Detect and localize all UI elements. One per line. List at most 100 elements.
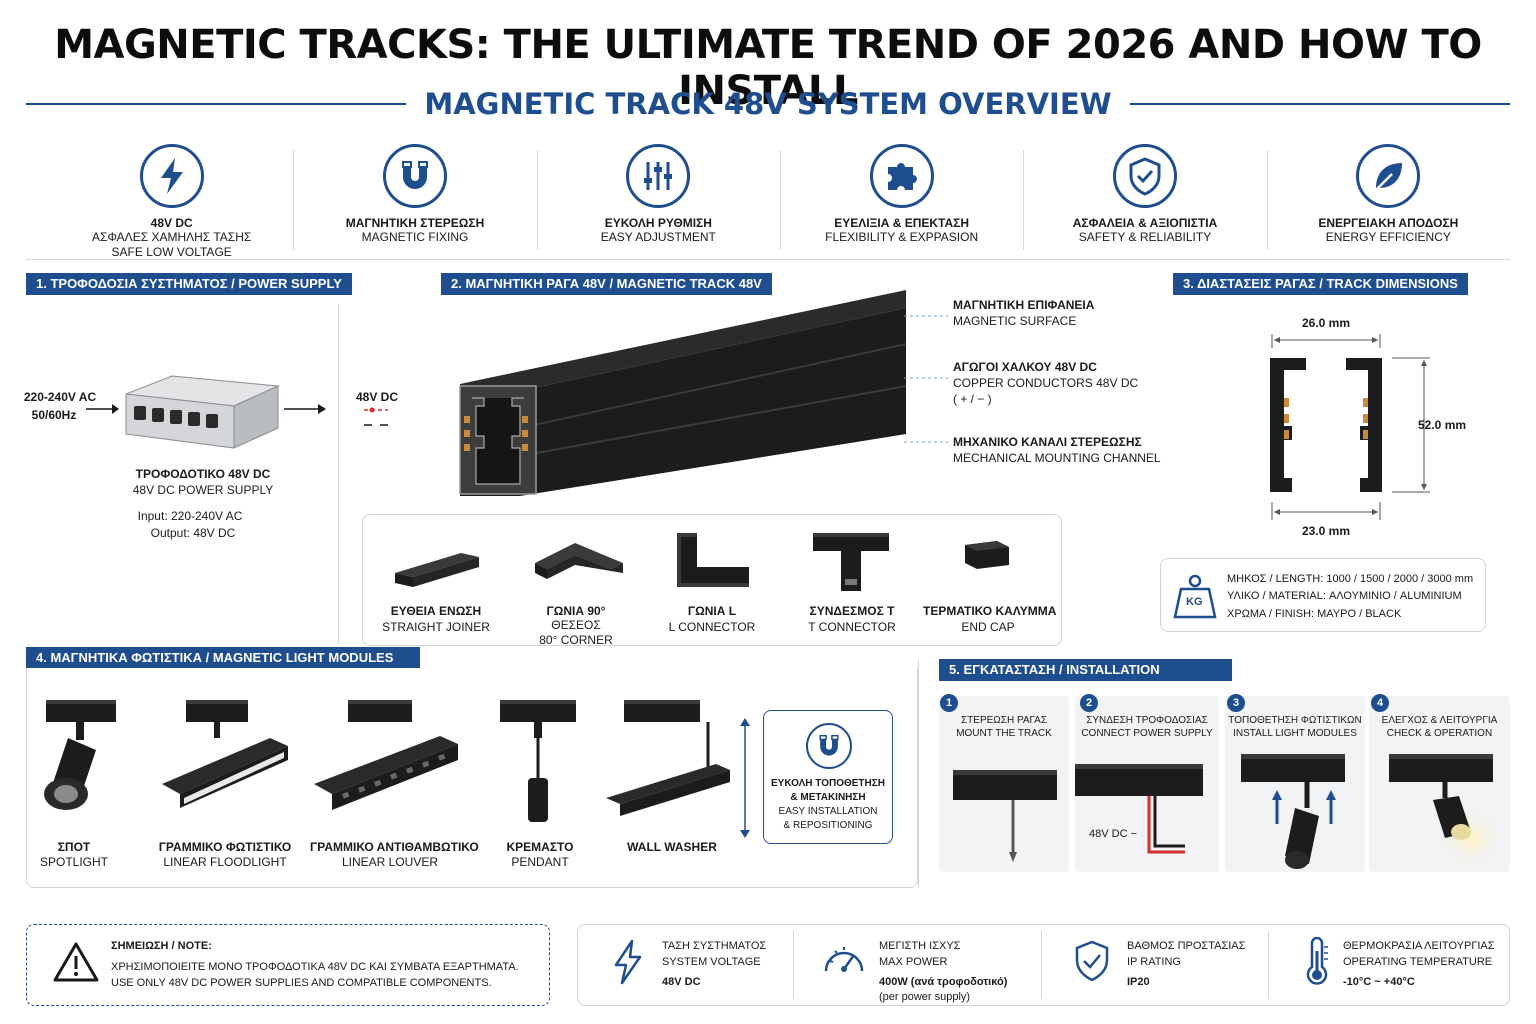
callout-magnetic-surface-en: MAGNETIC SURFACE bbox=[953, 314, 1077, 328]
callout-mounting-channel-en: MECHANICAL MOUNTING CHANNEL bbox=[953, 451, 1161, 465]
spec-label: ΒΑΘΜΟΣ ΠΡΟΣΤΑΣΙΑΣ bbox=[1127, 940, 1246, 952]
module-label-en: LINEAR FLOODLIGHT bbox=[163, 855, 287, 869]
track-profile-drawing bbox=[1270, 334, 1430, 520]
feature-subtitle: MAGNETIC FIXING bbox=[361, 230, 469, 244]
callout-polarity: ( + / − ) bbox=[953, 392, 992, 406]
section-label-light-modules: 4. ΜΑΓΝΗΤΙΚΑ ΦΩΤΙΣΤΙΚΑ / MAGNETIC LIGHT … bbox=[26, 647, 420, 669]
feature-magnetic-fixing: ΜΑΓΝΗΤΙΚΗ ΣΤΕΡΕΩΣΗ MAGNETIC FIXING bbox=[293, 140, 536, 258]
power-supply-output: Output: 48V DC bbox=[150, 526, 236, 540]
module-label-en: LINEAR LOUVER bbox=[341, 855, 439, 869]
note-text-en: USE ONLY 48V DC POWER SUPPLIES AND COMPA… bbox=[111, 977, 492, 989]
input-frequency: 50/60Hz bbox=[31, 408, 77, 422]
gauge-icon bbox=[824, 947, 864, 972]
section-label-power-supply: 1. ΤΡΟΦΟΔΟΣΙΑ ΣΥΣΤΗΜΑΤΟΣ / POWER SUPPLY bbox=[26, 273, 352, 295]
step-label-en: MOUNT THE TRACK bbox=[956, 728, 1052, 739]
light-install-image bbox=[1241, 754, 1345, 869]
step-number: 1 bbox=[940, 694, 958, 712]
magnetic-track-render bbox=[459, 290, 907, 496]
note-title: ΣΗΜΕΙΩΣΗ / NOTE: bbox=[111, 940, 212, 952]
lightning-icon bbox=[139, 144, 204, 208]
connectors-panel: ΕΥΘΕΙΑ ΕΝΩΣΗ STRAIGHT JOINER ΓΩΝΙΑ 90° Θ… bbox=[362, 514, 1062, 647]
divider-line bbox=[918, 660, 919, 888]
step-label: ΤΟΠΟΘΕΤΗΣΗ ΦΩΤΙΣΤΙΚΩΝ bbox=[1228, 715, 1362, 726]
divider-line bbox=[1268, 931, 1269, 999]
spec-value: 48V DC bbox=[662, 976, 701, 988]
spec-value: IP20 bbox=[1127, 976, 1150, 988]
note-box: ΣΗΜΕΙΩΣΗ / NOTE: ΧΡΗΣΙΜΟΠΟΙΕΙΤΕ ΜΟΝΟ ΤΡΟ… bbox=[26, 924, 550, 1006]
section-label-installation: 5. ΕΓΚΑΤΑΣΤΑΣΗ / INSTALLATION bbox=[939, 659, 1232, 681]
system-specs-bar: ΤΑΣΗ ΣΥΣΤΗΜΑΤΟΣ SYSTEM VOLTAGE 48V DC ΜΕ… bbox=[577, 924, 1510, 1006]
end-cap-image bbox=[965, 541, 1009, 569]
wall-washer-image bbox=[606, 700, 730, 816]
spec-label: ΜΕΓΙΣΤΗ ΙΣΧΥΣ bbox=[879, 940, 961, 952]
callout-leaders bbox=[904, 315, 948, 443]
feature-subtitle: EASY ADJUSTMENT bbox=[600, 230, 716, 244]
spec-label-en: MAX POWER bbox=[879, 956, 948, 968]
feature-row: 48V DC ΑΣΦΑΛΕΣ ΧΑΜΗΛΗΣ ΤΑΣΗΣ SAFE LOW VO… bbox=[50, 140, 1510, 259]
dimension-top-width: 26.0 mm bbox=[1301, 316, 1351, 330]
feature-title: ΜΑΓΝΗΤΙΚΗ ΣΤΕΡΕΩΣΗ bbox=[345, 216, 485, 230]
note-text: ΧΡΗΣΙΜΟΠΟΙΕΙΤΕ ΜΟΝΟ ΤΡΟΦΟΔΟΤΙΚΑ 48V DC Κ… bbox=[111, 961, 519, 973]
callout-mounting-channel: ΜΗΧΑΝΙΚΟ ΚΑΝΑΛΙ ΣΤΕΡΕΩΣΗΣ bbox=[953, 435, 1142, 449]
callout-copper-conductors-en: COPPER CONDUCTORS 48V DC bbox=[953, 376, 1139, 390]
easy-installation-text: & ΜΕΤΑΚΙΝΗΣΗ bbox=[790, 792, 866, 803]
step-label-en: CONNECT POWER SUPPLY bbox=[1081, 728, 1213, 739]
step-voltage-tag: 48V DC − bbox=[1089, 828, 1137, 840]
l-connector-image bbox=[677, 533, 749, 587]
easy-installation-box: ΕΥΚΟΛΗ ΤΟΠΟΘΕΤΗΣΗ & ΜΕΤΑΚΙΝΗΣΗ EASY INST… bbox=[763, 710, 893, 844]
connector-label-en: T CONNECTOR bbox=[808, 620, 896, 634]
linear-louver-image bbox=[314, 700, 458, 810]
install-step-4: ΕΛΕΓΧΟΣ & ΛΕΙΤΟΥΡΓΙΑ CHECK & OPERATION bbox=[1369, 696, 1510, 872]
feature-easy-adjustment: ΕΥΚΟΛΗ ΡΥΘΜΙΣΗ EASY ADJUSTMENT bbox=[536, 140, 780, 258]
feature-subtitle: ENERGY EFFICIENCY bbox=[1325, 230, 1451, 244]
spec-value: 400W (ανά τροφοδοτικό) bbox=[879, 976, 1008, 988]
magnet-icon bbox=[382, 144, 447, 208]
connector-label: ΓΩΝΙΑ 90° bbox=[546, 604, 606, 618]
step-label-en: INSTALL LIGHT MODULES bbox=[1233, 728, 1357, 739]
module-label-en: PENDANT bbox=[511, 855, 569, 869]
section-label-track-dimensions: 3. ΔΙΑΣΤΑΣΕΙΣ ΡΑΓΑΣ / TRACK DIMENSIONS bbox=[1173, 273, 1468, 295]
corner-connector-image bbox=[535, 543, 623, 579]
install-step-1: ΣΤΕΡΕΩΣΗ ΡΑΓΑΣ MOUNT THE TRACK bbox=[939, 696, 1069, 872]
power-supply-name-en: 48V DC POWER SUPPLY bbox=[132, 483, 274, 497]
feature-title: ΕΝΕΡΓΕΙΑΚΗ ΑΠΟΔΟΣΗ bbox=[1318, 216, 1459, 230]
track-mounting-image bbox=[953, 770, 1057, 862]
warning-icon bbox=[53, 942, 99, 982]
divider-line bbox=[793, 931, 794, 999]
track-material: ΥΛΙΚΟ / MATERIAL: ΑΛΟΥΜΙΝΙΟ / ALUMINIUM bbox=[1227, 590, 1462, 602]
step-number: 4 bbox=[1371, 694, 1389, 712]
power-supply-input: Input: 220-240V AC bbox=[137, 509, 243, 523]
connector-label: ΕΥΘΕΙΑ ΕΝΩΣΗ bbox=[390, 604, 482, 618]
feature-title: 48V DC bbox=[150, 216, 193, 230]
pendant-image bbox=[500, 700, 576, 822]
connector-label-en: END CAP bbox=[961, 620, 1015, 634]
input-voltage: 220-240V AC bbox=[23, 390, 97, 404]
feature-subtitle: ΑΣΦΑΛΕΣ ΧΑΜΗΛΗΣ ΤΑΣΗΣ bbox=[92, 230, 252, 244]
divider-line bbox=[1129, 103, 1510, 105]
callout-magnetic-surface: ΜΑΓΝΗΤΙΚΗ ΕΠΙΦΑΝΕΙΑ bbox=[953, 298, 1095, 312]
module-label-en: SPOTLIGHT bbox=[39, 855, 108, 869]
module-label: WALL WASHER bbox=[627, 840, 717, 854]
module-label: ΓΡΑΜΜΙΚΟ ΑΝΤΙΘΑΜΒΩΤΙΚΟ bbox=[310, 840, 479, 854]
spec-label: ΘΕΡΜΟΚΡΑΣΙΑ ΛΕΙΤΟΥΡΓΙΑΣ bbox=[1343, 940, 1495, 952]
track-length: ΜΗΚΟΣ / LENGTH: 1000 / 1500 / 2000 / 300… bbox=[1227, 573, 1474, 585]
feature-subtitle: SAFETY & RELIABILITY bbox=[1078, 230, 1212, 244]
callout-copper-conductors: ΑΓΩΓΟΙ ΧΑΛΚΟΥ 48V DC bbox=[953, 360, 1097, 374]
spec-value: -10°C ~ +40°C bbox=[1343, 976, 1415, 988]
step-label: ΣΥΝΔΕΣΗ ΤΡΟΦΟΔΟΣΙΑΣ bbox=[1086, 715, 1208, 726]
feature-subtitle: FLEXIBILITY & EXPPASION bbox=[825, 230, 979, 244]
linear-floodlight-image bbox=[162, 700, 288, 808]
feature-subtitle-en: SAFE LOW VOLTAGE bbox=[111, 245, 232, 259]
connector-label: ΤΕΡΜΑΤΙΚΟ ΚΑΛΥΜΜΑ bbox=[923, 604, 1057, 618]
power-connection-image bbox=[1075, 764, 1203, 854]
output-voltage: 48V DC bbox=[356, 390, 399, 404]
power-supply-unit bbox=[125, 375, 280, 449]
step-number: 2 bbox=[1080, 694, 1098, 712]
weight-icon-label: KG bbox=[1186, 596, 1203, 608]
magnet-icon bbox=[806, 723, 852, 769]
connector-label: ΓΩΝΙΑ L bbox=[687, 604, 737, 618]
page-title: MAGNETIC TRACKS: THE ULTIMATE TREND OF 2… bbox=[54, 22, 1482, 114]
feature-title: ΑΣΦΑΛΕΙΑ & ΑΞΙΟΠΙΣΤΙΑ bbox=[1072, 216, 1218, 230]
easy-installation-text-en: & REPOSITIONING bbox=[783, 820, 873, 831]
module-label: ΣΠΟΤ bbox=[57, 840, 91, 854]
